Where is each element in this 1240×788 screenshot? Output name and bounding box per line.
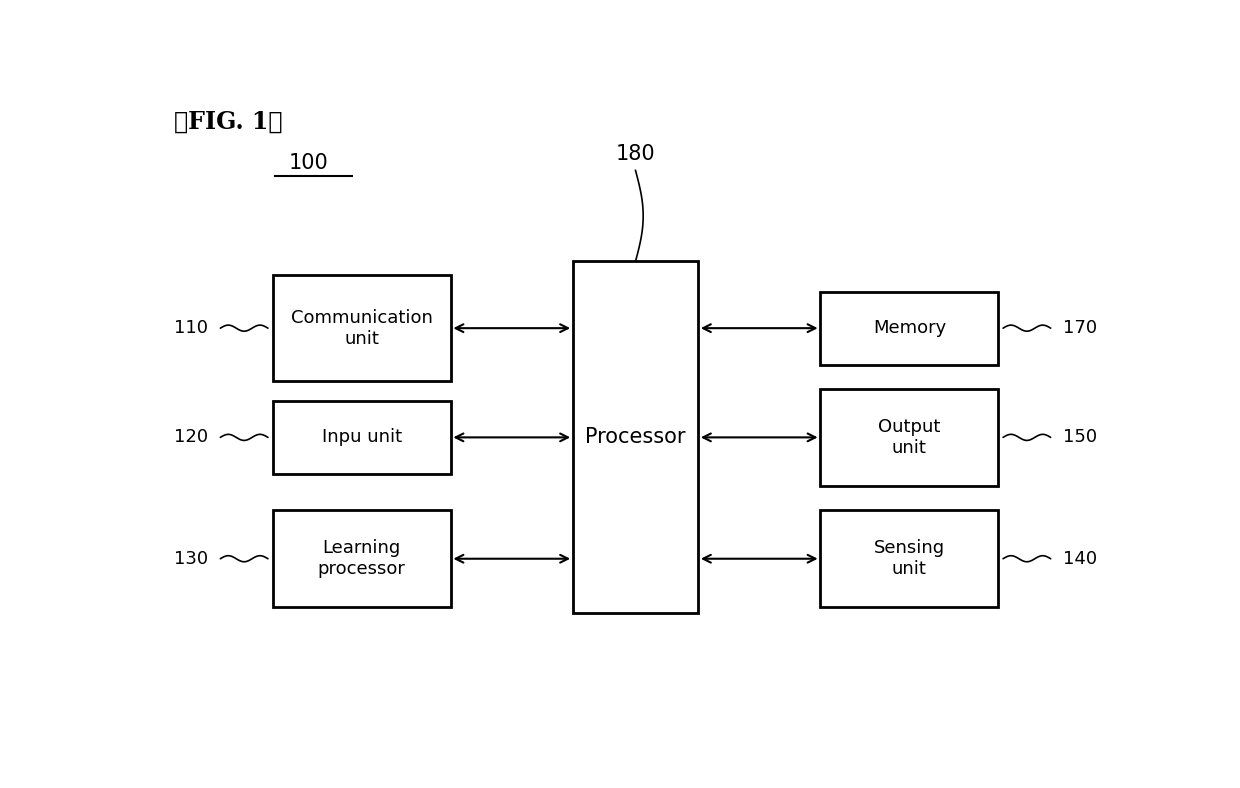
Bar	[273, 401, 450, 474]
Text: Processor: Processor	[585, 427, 686, 448]
Text: Communication
unit: Communication unit	[290, 309, 433, 348]
Text: 【FIG. 1】: 【FIG. 1】	[174, 110, 283, 134]
Text: 100: 100	[289, 154, 329, 173]
Text: Memory: Memory	[873, 319, 946, 337]
Bar	[821, 292, 998, 365]
Text: Inpu unit: Inpu unit	[321, 429, 402, 446]
Text: 130: 130	[174, 550, 208, 567]
Text: 110: 110	[174, 319, 208, 337]
Text: 170: 170	[1063, 319, 1097, 337]
Bar	[573, 262, 698, 613]
Text: Sensing
unit: Sensing unit	[874, 539, 945, 578]
Bar	[821, 510, 998, 608]
Text: 120: 120	[174, 429, 208, 446]
Bar	[273, 275, 450, 381]
Text: 140: 140	[1063, 550, 1097, 567]
Text: 180: 180	[616, 144, 655, 165]
Bar	[273, 510, 450, 608]
Text: Output
unit: Output unit	[878, 418, 941, 457]
Text: 150: 150	[1063, 429, 1097, 446]
Bar	[821, 388, 998, 486]
Text: Learning
processor: Learning processor	[317, 539, 405, 578]
